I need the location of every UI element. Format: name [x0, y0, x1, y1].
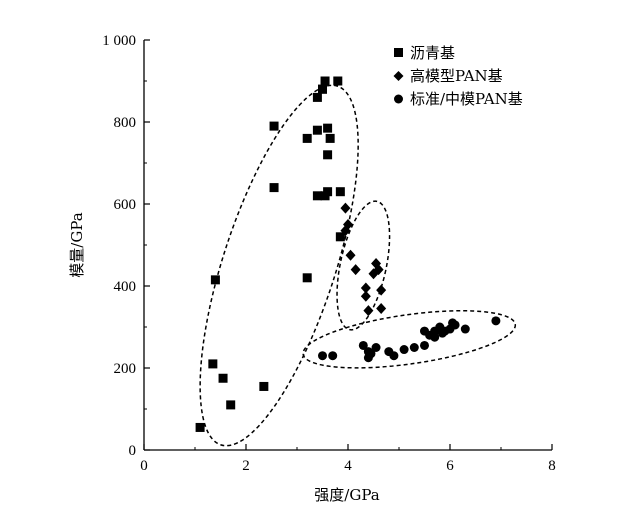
- pitch-data-point: [312, 92, 322, 102]
- high-modulus-pan-data-point: [376, 303, 387, 315]
- x-axis-title: 强度/GPa: [314, 486, 379, 504]
- legend-marker-diamond: [393, 71, 404, 81]
- y-tick-label: 800: [114, 115, 137, 131]
- pitch-data-point: [325, 133, 335, 143]
- standard-pan-data-point: [318, 351, 327, 361]
- standard-pan-data-point: [450, 320, 460, 330]
- y-axis-title: 模量/GPa: [68, 212, 86, 277]
- legend-marker-square: [394, 48, 403, 57]
- high-modulus-pan-data-point: [363, 305, 374, 317]
- pitch-data-point: [333, 76, 343, 86]
- high-modulus-pan-data-point: [350, 264, 361, 276]
- pitch-data-point: [218, 373, 228, 383]
- pitch-data-point: [320, 76, 330, 86]
- standard-pan-data-point: [399, 345, 409, 355]
- pitch-data-point: [312, 191, 322, 201]
- legend: 沥青基 高模型PAN基 标准/中模PAN基: [393, 44, 523, 108]
- y-tick-label: 400: [114, 279, 137, 295]
- standard-pan-data-point: [328, 351, 338, 361]
- x-tick-label: 8: [548, 458, 556, 474]
- pitch-data-point: [318, 84, 327, 94]
- cluster-ellipse: [336, 200, 391, 331]
- high-modulus-pan-data-point: [360, 282, 371, 294]
- standard-pan-data-point: [358, 340, 368, 350]
- high-modulus-pan-data-point: [360, 290, 371, 302]
- cluster-ellipses: [199, 84, 517, 447]
- high-modulus-pan-data-point: [340, 202, 351, 214]
- pitch-data-point: [335, 232, 345, 242]
- x-tick-label: 2: [242, 458, 250, 474]
- y-tick-label: 600: [114, 197, 137, 213]
- cluster-ellipse: [199, 84, 359, 447]
- standard-pan-data-point: [409, 343, 419, 352]
- legend-label-high-modulus-pan: 高模型PAN基: [410, 67, 503, 85]
- standard-pan-data-point: [371, 343, 381, 352]
- x-tick-label: 4: [344, 458, 352, 474]
- pitch-data-point: [259, 381, 269, 391]
- pitch-data-point: [312, 125, 322, 135]
- pitch-data-point: [323, 150, 333, 160]
- standard-pan-data-point: [363, 353, 373, 363]
- legend-label-pitch: 沥青基: [410, 44, 455, 62]
- pitch-data-point: [302, 273, 312, 283]
- y-tick-label: 200: [114, 361, 137, 377]
- pitch-data-point: [269, 121, 279, 131]
- legend-label-standard-pan: 标准/中模PAN基: [410, 90, 523, 108]
- x-tick-label: 0: [140, 458, 148, 474]
- pitch-data-point: [195, 422, 205, 432]
- pitch-data-point: [226, 400, 236, 410]
- standard-pan-data-point: [491, 316, 501, 326]
- legend-marker-circle: [394, 94, 403, 104]
- y-tick-label: 1 000: [102, 33, 136, 49]
- pitch-data-point: [210, 275, 220, 285]
- pitch-data-point: [302, 133, 312, 143]
- standard-pan-data-point: [430, 332, 440, 342]
- standard-pan-data-point: [420, 340, 429, 350]
- high-modulus-pan-data-point: [340, 225, 351, 237]
- cluster-ellipse: [302, 309, 517, 369]
- x-tick-label: 6: [446, 458, 454, 474]
- standard-pan-data-point: [389, 351, 399, 361]
- y-ticks: 0 200 400 600 800 1 000: [102, 33, 150, 459]
- x-ticks: 0 2 4 6 8: [140, 444, 556, 474]
- pitch-data-point: [323, 123, 333, 133]
- y-tick-label: 0: [129, 443, 137, 459]
- pitch-data-point: [269, 183, 279, 193]
- standard-pan-data-point: [460, 324, 470, 334]
- data-points: [195, 76, 501, 432]
- pitch-data-point: [208, 359, 218, 369]
- high-modulus-pan-data-point: [345, 249, 356, 261]
- pitch-data-point: [323, 187, 333, 197]
- high-modulus-pan-data-point: [376, 284, 387, 296]
- pitch-data-point: [335, 187, 345, 197]
- high-modulus-pan-data-point: [373, 264, 384, 276]
